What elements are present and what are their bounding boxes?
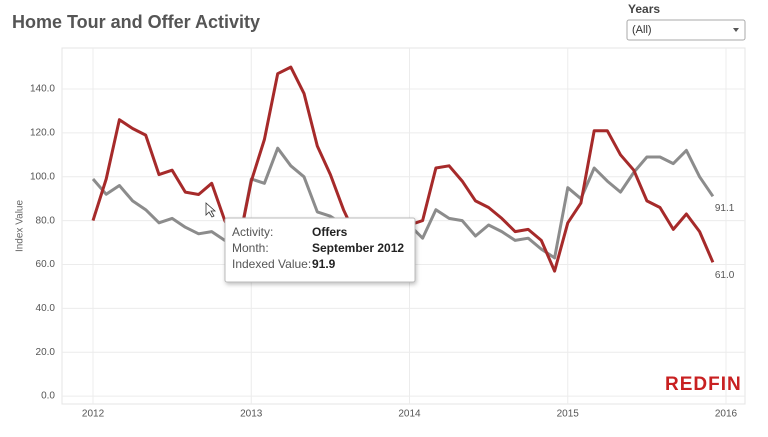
filter-label: Years	[628, 2, 660, 16]
tooltip-label: Activity:	[232, 225, 273, 239]
x-tick-label: 2013	[240, 409, 263, 420]
chart-title: Home Tour and Offer Activity	[12, 12, 260, 32]
plot-area	[61, 47, 746, 405]
brand-logo: REDFIN	[665, 374, 742, 395]
dropdown-box[interactable]	[626, 19, 746, 41]
y-tick-label: 20.0	[36, 347, 56, 358]
tooltip-label: Month:	[232, 241, 269, 255]
value-label: 61.0	[715, 270, 735, 281]
y-tick-label: 0.0	[41, 391, 55, 402]
tooltip-value: September 2012	[312, 241, 404, 255]
y-tick-label: 40.0	[36, 303, 56, 314]
x-tick-label: 2015	[557, 409, 580, 420]
y-tick-label: 140.0	[30, 84, 55, 95]
labels: 0.0 20.0 40.0 60.0 80.0 100.0 120.0 140.0 2012 20…	[30, 84, 738, 420]
tooltip-rows: Activity: Offers Month: September 2012Index…	[232, 225, 404, 271]
y-tick-label: 60.0	[36, 259, 56, 270]
x-tick-label: 2012	[82, 409, 105, 420]
y-tick-label: 80.0	[36, 215, 56, 226]
y-tick-label: 120.0	[30, 128, 55, 139]
tooltip-value: Offers	[312, 225, 348, 239]
dropdown-value[interactable]: (All)	[632, 24, 652, 36]
x-tick-label: 2014	[398, 409, 421, 420]
tooltip-box	[224, 217, 416, 283]
value-label: 91.1	[715, 203, 735, 214]
filter-dropdown[interactable]: (All)	[626, 19, 746, 41]
y-axis-label: Index Value	[15, 200, 26, 253]
tooltip-value: 91.9	[312, 257, 336, 271]
cursor	[205, 202, 217, 218]
dropdown-arrow[interactable]	[733, 28, 739, 32]
x-tick-label: 2016	[715, 409, 738, 420]
tooltip: Activity: Offers Month: September 2012Index…	[224, 217, 416, 283]
y-tick-label: 100.0	[30, 171, 55, 182]
tooltip-label: Indexed Value:	[232, 257, 311, 271]
